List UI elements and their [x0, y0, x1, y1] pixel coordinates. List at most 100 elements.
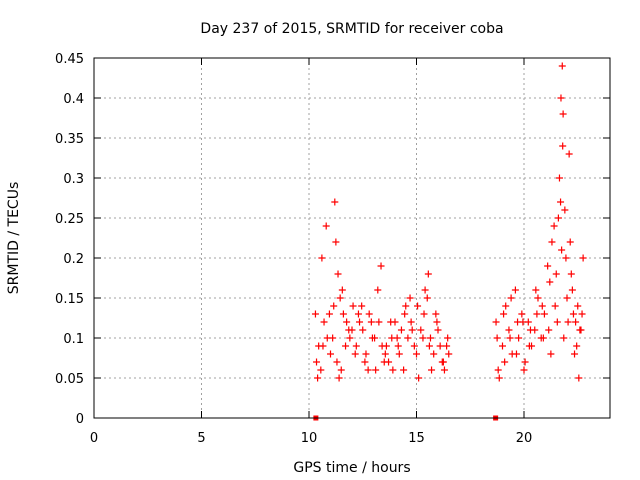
data-point [565, 150, 573, 158]
data-point [420, 310, 428, 318]
data-point [566, 238, 574, 246]
data-point [558, 62, 566, 70]
data-point [501, 358, 509, 366]
data-point [438, 358, 446, 366]
data-point [553, 318, 561, 326]
data-point [397, 326, 405, 334]
data-point [433, 318, 441, 326]
data-point [359, 326, 367, 334]
y-tick-label: 0.35 [55, 132, 84, 147]
data-point [445, 350, 453, 358]
data-point [367, 318, 375, 326]
x-tick-label: 15 [408, 431, 425, 446]
y-tick-label: 0.2 [63, 252, 84, 267]
data-point [423, 294, 431, 302]
data-point [349, 302, 357, 310]
data-point [329, 334, 337, 342]
data-point [377, 262, 385, 270]
data-point [493, 334, 501, 342]
data-point [538, 302, 546, 310]
y-tick-label: 0.05 [55, 372, 84, 387]
data-point [552, 270, 560, 278]
data-point [564, 318, 572, 326]
data-point [402, 302, 410, 310]
data-point [361, 358, 369, 366]
data-point [559, 110, 567, 118]
plot-frame [93, 57, 611, 419]
data-point [393, 334, 401, 342]
y-tick-label: 0.45 [55, 52, 84, 67]
data-point [333, 358, 341, 366]
data-point [352, 342, 360, 350]
data-point [515, 334, 523, 342]
y-tick-label: 0.15 [55, 292, 84, 307]
data-point [539, 334, 547, 342]
data-point [436, 342, 444, 350]
data-point [362, 350, 370, 358]
data-point [432, 310, 440, 318]
data-point [372, 366, 380, 374]
data-point [426, 334, 434, 342]
data-point [319, 342, 327, 350]
chart-title: Day 237 of 2015, SRMTID for receiver cob… [200, 21, 503, 37]
y-tick-label: 0.25 [55, 212, 84, 227]
data-point [572, 318, 580, 326]
data-point [551, 302, 559, 310]
data-point [511, 286, 519, 294]
data-point [428, 366, 436, 374]
data-point [495, 374, 503, 382]
data-point [327, 350, 334, 358]
data-point [532, 286, 540, 294]
data-point [507, 294, 515, 302]
data-point [382, 342, 390, 350]
data-point [544, 262, 552, 270]
data-point [492, 318, 500, 326]
data-point [338, 286, 346, 294]
x-tick-label: 10 [301, 431, 318, 446]
data-point [443, 342, 451, 350]
data-point [545, 326, 553, 334]
data-point [573, 342, 581, 350]
data-point [365, 310, 373, 318]
y-axis-title: SRMTID / TECUs [6, 182, 22, 295]
x-tick-label: 20 [516, 431, 533, 446]
data-point [417, 326, 425, 334]
x-tick-label: 5 [197, 431, 205, 446]
data-point [502, 302, 510, 310]
data-point [506, 334, 514, 342]
data-point [401, 310, 409, 318]
data-point [358, 302, 366, 310]
data-point [356, 318, 364, 326]
data-point [561, 206, 569, 214]
grid-lines [94, 58, 610, 418]
data-point [339, 310, 347, 318]
data-point [430, 350, 438, 358]
data-point [514, 318, 522, 326]
data-point [406, 294, 414, 302]
data-point [394, 342, 402, 350]
data-point [574, 302, 582, 310]
data-point [563, 294, 571, 302]
data-point [322, 222, 330, 230]
data-point [364, 366, 372, 374]
data-point [578, 310, 586, 318]
data-point [520, 366, 528, 374]
axis-ticks: 0 5 10 15 20 0 0.05 0.1 0.15 0.2 0.25 0.3 0.35 0.4 0.4… [55, 52, 610, 446]
data-point [518, 310, 526, 318]
data-point [562, 254, 570, 262]
data-point [534, 294, 542, 302]
data-point [540, 310, 548, 318]
y-tick-label: 0.1 [63, 332, 84, 347]
data-point [434, 326, 442, 334]
data-point [525, 342, 533, 350]
data-point [389, 366, 397, 374]
y-tick-label: 0.4 [63, 92, 84, 107]
data-points [311, 62, 587, 421]
data-point [521, 358, 529, 366]
data-point [375, 318, 383, 326]
data-point [371, 334, 379, 342]
data-point [546, 278, 554, 286]
data-point [577, 326, 585, 334]
data-point [410, 342, 418, 350]
